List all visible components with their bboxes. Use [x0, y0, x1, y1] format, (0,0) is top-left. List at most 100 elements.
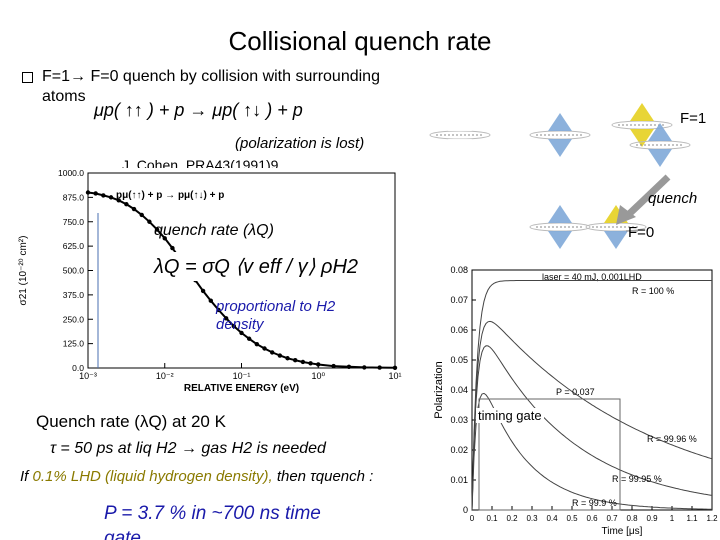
quench-rate-label: quench rate (λQ): [154, 222, 274, 239]
left-data-point: [246, 336, 252, 341]
left-ytick-label: 875.0: [63, 192, 85, 202]
left-data-point: [254, 342, 260, 347]
left-data-point: [139, 212, 144, 218]
left-data-point: [300, 359, 306, 365]
right-xtick-label: 0.5: [566, 514, 578, 523]
bullet-square-icon: [22, 72, 33, 83]
left-data-point: [293, 358, 298, 363]
left-xtick-label: 10¹: [388, 371, 401, 381]
left-data-point: [346, 364, 352, 370]
right-ytick-label: 0.07: [450, 295, 468, 305]
timing-gate-box: [478, 398, 621, 511]
spin-f0-a-upper-cone: [548, 205, 572, 223]
left-data-point: [200, 288, 206, 294]
right-ytick-label: 0.02: [450, 445, 468, 455]
left-data-point: [239, 330, 244, 336]
right-xtick-label: 1.2: [706, 514, 718, 523]
left-data-point: [85, 190, 91, 195]
left-data-point: [223, 316, 229, 321]
right-chart: 0.08 0.07 0.06 0.05 0.04 0.03 0.02 0.01 00 0.1 0.2…: [430, 262, 720, 540]
timing-gate-label: timing gate: [476, 408, 544, 423]
right-series-1: [471, 320, 713, 511]
right-ytick-label: 0.06: [450, 325, 468, 335]
spin-f1-c-lower-cone: [630, 129, 654, 147]
left-ytick-label: 500.0: [63, 266, 85, 276]
if-line: If 0.1% LHD (liquid hydrogen density), t…: [20, 468, 373, 485]
spin-f1-b-upper-cone: [548, 113, 572, 131]
right-series-label: R = 99.9 %: [572, 498, 617, 508]
right-xlabel: Time [μs]: [602, 526, 643, 537]
right-ytick-label: 0.03: [450, 415, 468, 425]
left-data-point: [231, 323, 237, 329]
if-then: then τquench :: [276, 468, 374, 485]
quench-arrow-head: [616, 205, 636, 225]
bullet-main-text: F=1→ F=0 quench by collision with surrou…: [42, 68, 380, 85]
right-ytick-label: 0: [463, 505, 468, 515]
spin-f1-c-upper-cone: [630, 103, 654, 121]
if-prefix: If: [20, 468, 29, 485]
left-data-point: [124, 202, 129, 207]
right-series-label: R = 99.95 %: [612, 474, 662, 484]
left-ytick-label: 250.0: [63, 314, 85, 324]
spin-diagram: [429, 103, 691, 249]
proportional-line2: density: [216, 316, 264, 333]
left-ytick-label: 0.0: [72, 363, 84, 373]
left-data-point: [108, 195, 114, 200]
left-data-point: [101, 193, 106, 198]
left-data-point: [208, 298, 213, 303]
left-ytick-label: 375.0: [63, 290, 85, 300]
spin-f1-d-upper-cone: [648, 123, 672, 141]
right-xtick-label: 0.4: [546, 514, 558, 523]
right-xtick-label: 0.7: [606, 514, 618, 523]
tau-line: τ = 50 ps at liq H2 → gas H2 is needed: [50, 440, 326, 457]
left-ytick-label: 1000.0: [58, 168, 84, 178]
left-data-point: [147, 219, 152, 224]
left-xlabel: RELATIVE ENERGY (eV): [184, 383, 299, 394]
left-data-point: [93, 191, 98, 196]
spin-f0-a-lower-cone: [548, 231, 572, 249]
spin-f0-b-lower-cone: [604, 231, 628, 249]
right-series-label: R = 99.96 %: [647, 434, 697, 444]
left-data-point: [170, 245, 175, 251]
left-ytick-label: 125.0: [63, 339, 85, 349]
right-series-0: [471, 280, 712, 511]
right-xtick-label: 0.6: [586, 514, 598, 523]
left-data-point: [277, 353, 283, 358]
spin-f1-a-upper-cone: [448, 113, 472, 131]
right-xtick-label: 0: [470, 514, 475, 523]
right-xtick-label: 1.1: [686, 514, 698, 523]
f1-label: F=1: [680, 110, 707, 127]
proportional-line1: proportional to H2: [216, 298, 336, 315]
left-ylabel: σ21 (10⁻²⁰ cm²): [18, 236, 29, 306]
left-xtick-label: 10⁻³: [79, 371, 97, 381]
quench-label: quench: [648, 190, 698, 207]
quench-rate-formula: λQ = σQ ⟨v eff / γ⟩ ρH2: [148, 252, 365, 281]
left-data-point: [308, 361, 313, 366]
left-data-point: [285, 356, 290, 361]
right-xtick-label: 1: [670, 514, 675, 523]
right-series-label: R = 100 %: [632, 286, 674, 296]
spin-f1-b-lower-cone: [548, 139, 572, 157]
right-xtick-label: 0.3: [526, 514, 538, 523]
right-xtick-label: 0.1: [486, 514, 498, 523]
if-lhd: 0.1% LHD (liquid hydrogen density),: [32, 468, 273, 485]
quench-rate-20k: Quench rate (λQ) at 20 K: [36, 412, 226, 431]
spin-f1-a-lower-cone: [448, 139, 472, 157]
left-data-point: [162, 236, 167, 241]
right-xtick-label: 0.8: [626, 514, 638, 523]
slide-title: Collisional quench rate: [228, 26, 492, 56]
right-header: laser = 40 mJ, 0.001LHD: [542, 272, 642, 282]
right-p-annotation: P = 0.037: [556, 387, 595, 397]
right-series-2: [471, 345, 713, 511]
left-chart: 1000.0 875.0 750.0 625.0 500.0 375.0 250.0 125.…: [10, 168, 405, 410]
bullet-cont-text: atoms: [42, 88, 86, 105]
f0-label: F=0: [628, 224, 655, 241]
right-series-3: [471, 392, 712, 511]
left-data-point: [362, 365, 367, 370]
left-data-point: [316, 362, 321, 367]
left-data-point: [216, 307, 221, 313]
p-result-line: P = 3.7 % in ~700 ns time: [104, 503, 321, 524]
p-result-line2: gate: [104, 528, 141, 540]
left-data-point: [154, 227, 160, 232]
left-data-point: [131, 206, 137, 212]
